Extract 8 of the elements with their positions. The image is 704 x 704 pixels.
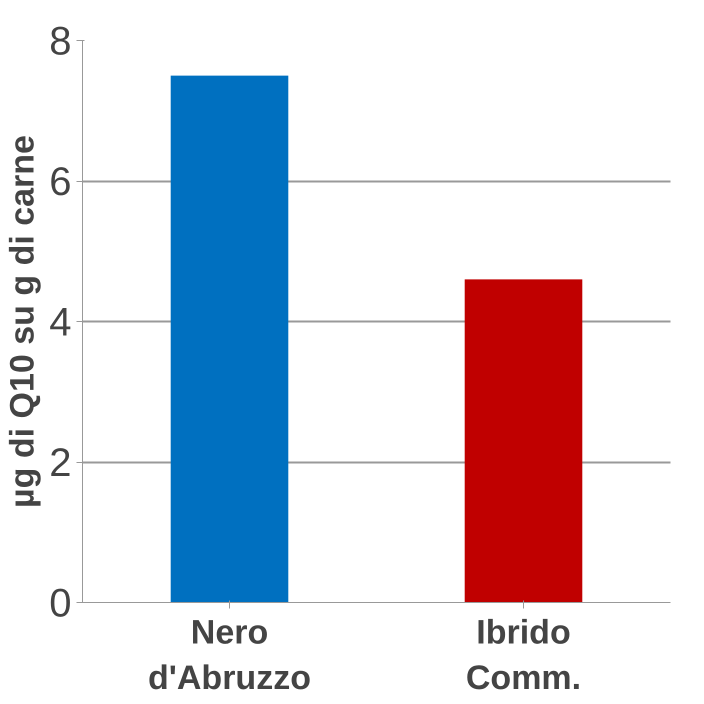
x-tick-label: Nero d'Abruzzo (148, 614, 311, 698)
y-tick-label: 4 (49, 300, 72, 344)
y-tick-label: 0 (49, 582, 72, 626)
y-tick-label: 6 (49, 160, 72, 204)
x-tick-label: Ibrido Comm. (466, 614, 582, 698)
y-tick-label: 8 (49, 20, 72, 64)
y-axis-title: µg di Q10 su g di carne (3, 135, 42, 508)
y-tick-label: 2 (49, 441, 72, 485)
